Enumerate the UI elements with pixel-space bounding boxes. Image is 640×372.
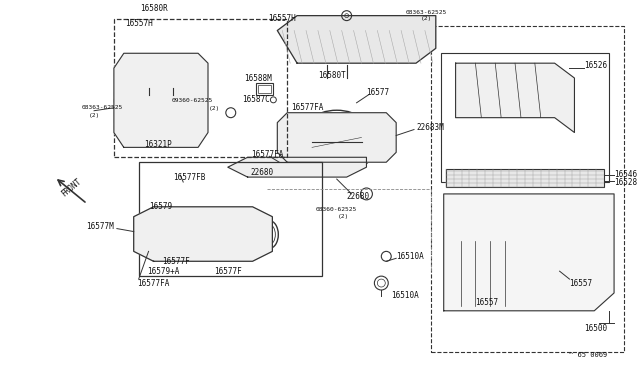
- Text: 16528: 16528: [614, 177, 637, 186]
- Text: 16557: 16557: [476, 298, 499, 307]
- Text: 16557H: 16557H: [125, 19, 152, 28]
- Text: 16577FB: 16577FB: [173, 173, 205, 182]
- Bar: [257, 85, 271, 93]
- Text: 08363-62525
(2): 08363-62525 (2): [405, 10, 447, 21]
- Text: 16577: 16577: [367, 89, 390, 97]
- Text: 16557H: 16557H: [268, 14, 296, 23]
- Text: 16580R: 16580R: [140, 4, 168, 13]
- Text: 16546: 16546: [614, 170, 637, 179]
- Text: 16588M: 16588M: [244, 74, 271, 83]
- Text: 22680: 22680: [251, 168, 274, 177]
- Polygon shape: [134, 207, 273, 261]
- Text: 16500: 16500: [584, 324, 607, 333]
- Bar: [255, 83, 273, 95]
- Bar: [441, 53, 609, 182]
- Text: 16577F: 16577F: [214, 267, 242, 276]
- Text: 16526: 16526: [584, 61, 607, 70]
- Text: 16577FA: 16577FA: [252, 150, 284, 159]
- Polygon shape: [444, 194, 614, 311]
- Text: (2): (2): [209, 106, 220, 111]
- Bar: [168, 93, 188, 115]
- Text: 16510A: 16510A: [391, 291, 419, 301]
- Bar: [114, 19, 287, 157]
- Text: 16577F: 16577F: [163, 257, 190, 266]
- Bar: [445, 169, 604, 187]
- Polygon shape: [114, 53, 208, 147]
- Bar: [431, 26, 624, 352]
- Text: 16321P: 16321P: [145, 140, 172, 149]
- Text: (2): (2): [338, 214, 349, 219]
- Text: 09360-62525: 09360-62525: [172, 98, 213, 103]
- Text: 16580T: 16580T: [318, 71, 346, 80]
- Text: 16557: 16557: [570, 279, 593, 288]
- Text: 16587C: 16587C: [242, 95, 269, 104]
- Bar: [143, 95, 159, 113]
- Text: 08363-62525: 08363-62525: [81, 105, 122, 110]
- Bar: [139, 162, 322, 276]
- Text: 16510A: 16510A: [396, 252, 424, 261]
- Bar: [451, 199, 589, 306]
- Text: 16579+A: 16579+A: [147, 267, 180, 276]
- Text: 22680: 22680: [347, 192, 370, 201]
- Text: 16577M: 16577M: [86, 222, 114, 231]
- Text: (2): (2): [89, 113, 100, 118]
- Text: 16577FA: 16577FA: [291, 103, 323, 112]
- Text: 16577FA: 16577FA: [137, 279, 169, 288]
- Text: 22683M: 22683M: [416, 123, 444, 132]
- Polygon shape: [456, 63, 575, 132]
- Polygon shape: [228, 157, 367, 177]
- Text: 08360-62525: 08360-62525: [316, 207, 357, 212]
- Text: ^ 65 0069: ^ 65 0069: [570, 352, 608, 358]
- Text: FRONT: FRONT: [60, 177, 83, 199]
- Polygon shape: [277, 113, 396, 162]
- Text: 16579: 16579: [149, 202, 172, 211]
- Polygon shape: [277, 16, 436, 63]
